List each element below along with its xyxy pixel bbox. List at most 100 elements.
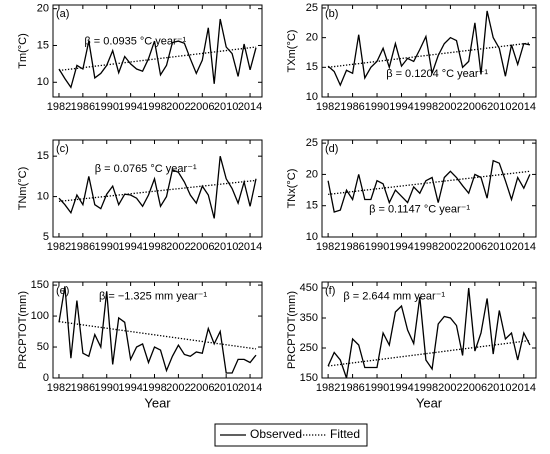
x-axis-label: Year: [416, 395, 443, 410]
x-tick-label: 1994: [389, 101, 413, 113]
x-tick-label: 1982: [316, 382, 340, 394]
x-tick-label: 2010: [487, 382, 511, 394]
x-tick-label: 1986: [340, 382, 364, 394]
plot-frame: [321, 281, 537, 379]
x-tick-label: 2002: [166, 101, 190, 113]
legend-label: Fitted: [330, 427, 360, 441]
x-tick-label: 2006: [463, 241, 487, 253]
y-axis-label: PRCPTOT(mm): [17, 291, 29, 369]
panel-label: (d): [325, 143, 338, 155]
x-tick-label: 1986: [340, 241, 364, 253]
x-tick-label: 2014: [512, 241, 536, 253]
y-axis-label: TXm(°C): [286, 30, 298, 73]
plot-frame: [321, 139, 537, 238]
y-tick-label: 250: [300, 342, 318, 354]
x-tick-label: 1998: [142, 382, 166, 394]
y-tick-label: 20: [37, 3, 49, 15]
fitted-line: [328, 170, 530, 196]
x-tick-label: 1990: [95, 241, 119, 253]
fitted-line: [58, 179, 257, 203]
plot-frame: [321, 4, 537, 98]
panel-label: (f): [325, 285, 335, 297]
panel-label: (c): [56, 143, 69, 155]
y-axis-label: TNx(°C): [286, 169, 298, 209]
y-tick-label: 5: [43, 231, 49, 243]
x-tick-label: 2002: [166, 241, 190, 253]
x-tick-label: 1994: [118, 382, 142, 394]
y-tick-label: 15: [37, 150, 49, 162]
y-tick-label: 350: [300, 312, 318, 324]
x-tick-label: 2014: [238, 101, 262, 113]
y-tick-label: 15: [306, 61, 318, 73]
x-tick-label: 2010: [487, 241, 511, 253]
x-tick-label: 1998: [142, 101, 166, 113]
annotation: β = 0.0935 °C year⁻¹: [84, 36, 186, 48]
x-tick-label: 2014: [512, 382, 536, 394]
x-tick-label: 1990: [365, 241, 389, 253]
fitted-line: [328, 42, 530, 68]
legend-box: [214, 423, 368, 447]
x-tick-label: 1994: [118, 241, 142, 253]
x-tick-label: 1982: [47, 101, 71, 113]
y-tick-label: 100: [31, 310, 49, 322]
x-tick-label: 1994: [118, 101, 142, 113]
x-tick-label: 2010: [214, 241, 238, 253]
observed-line: [58, 18, 257, 89]
observed-line: [327, 159, 531, 213]
x-tick-label: 1994: [389, 382, 413, 394]
y-tick-label: 150: [300, 372, 318, 384]
y-axis-label: Tm(°C): [17, 33, 29, 69]
panel-label: (b): [325, 8, 338, 20]
x-tick-label: 1998: [414, 241, 438, 253]
x-tick-label: 2010: [487, 101, 511, 113]
fitted-line: [328, 339, 530, 367]
x-tick-label: 2006: [190, 241, 214, 253]
x-axis-label: Year: [144, 395, 171, 410]
fitted-line: [58, 46, 257, 72]
annotation: β = 0.1147 °C year⁻¹: [369, 204, 470, 216]
x-tick-label: 2014: [512, 101, 536, 113]
observed-line: [58, 286, 257, 374]
y-tick-label: 10: [306, 231, 318, 243]
x-tick-label: 1986: [340, 101, 364, 113]
x-tick-label: 1994: [389, 241, 413, 253]
panel-label: (e): [56, 285, 69, 297]
y-tick-label: 10: [37, 76, 49, 88]
y-tick-label: 10: [306, 91, 318, 103]
x-tick-label: 1982: [316, 241, 340, 253]
plot-frame: [52, 4, 263, 98]
plot-frame: [52, 139, 263, 238]
x-tick-label: 1990: [95, 101, 119, 113]
y-axis-label: PRCPTOT(mm): [286, 291, 298, 369]
observed-line: [327, 10, 531, 87]
x-tick-label: 1998: [414, 382, 438, 394]
y-tick-label: 450: [300, 282, 318, 294]
x-tick-label: 2014: [238, 382, 262, 394]
x-tick-label: 2002: [438, 382, 462, 394]
x-tick-label: 2002: [438, 101, 462, 113]
x-tick-label: 2010: [214, 101, 238, 113]
y-tick-label: 10: [37, 190, 49, 202]
x-tick-label: 2006: [463, 382, 487, 394]
annotation: β = 0.1204 °C year⁻¹: [386, 68, 488, 80]
x-tick-label: 1986: [71, 241, 95, 253]
x-tick-label: 2006: [463, 101, 487, 113]
x-tick-label: 2010: [214, 382, 238, 394]
x-tick-label: 1986: [71, 101, 95, 113]
y-tick-label: 15: [37, 39, 49, 51]
y-axis-label: TNm(°C): [17, 167, 29, 211]
x-tick-label: 1982: [47, 241, 71, 253]
y-tick-label: 15: [306, 200, 318, 212]
legend-label: Observed: [250, 427, 302, 441]
x-tick-label: 1982: [47, 382, 71, 394]
annotation: β = −1.325 mm year⁻¹: [99, 290, 207, 302]
annotation: β = 2.644 mm year⁻¹: [343, 290, 445, 302]
y-tick-label: 20: [306, 168, 318, 180]
x-tick-label: 1990: [365, 101, 389, 113]
observed-line: [58, 156, 257, 219]
x-tick-label: 1982: [316, 101, 340, 113]
annotation: β = 0.0765 °C year⁻¹: [95, 163, 197, 175]
x-tick-label: 2002: [438, 241, 462, 253]
x-tick-label: 1998: [414, 101, 438, 113]
